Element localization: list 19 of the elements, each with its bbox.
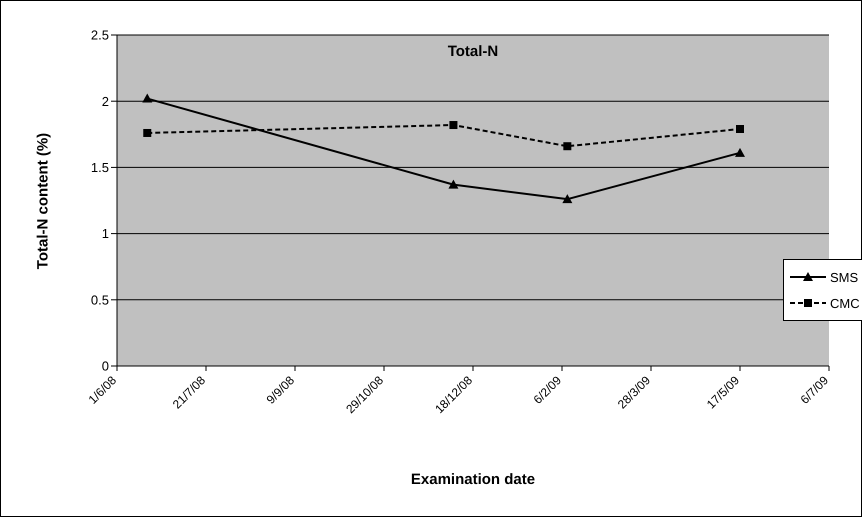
y-tick-label: 0.5 [90, 292, 109, 308]
y-tick-label: 0 [102, 358, 109, 374]
point [562, 194, 572, 204]
y-tick-label: 2 [102, 94, 109, 109]
point [448, 180, 458, 189]
y-tick-label: 1 [102, 226, 109, 242]
point [563, 142, 572, 150]
point [736, 125, 744, 134]
point [142, 94, 152, 103]
legend-label: CMC [830, 296, 860, 310]
y-tick-label: 1.5 [90, 160, 109, 176]
point [143, 128, 152, 137]
y-axis-title: Total-N content (%) [34, 132, 52, 270]
x-axis-title: Examination date [410, 471, 536, 488]
point [735, 148, 745, 157]
legend-label: SMS [830, 270, 858, 284]
text: Total-N [446, 43, 500, 60]
y-tick-label: 2.5 [90, 28, 109, 43]
point [449, 121, 458, 130]
